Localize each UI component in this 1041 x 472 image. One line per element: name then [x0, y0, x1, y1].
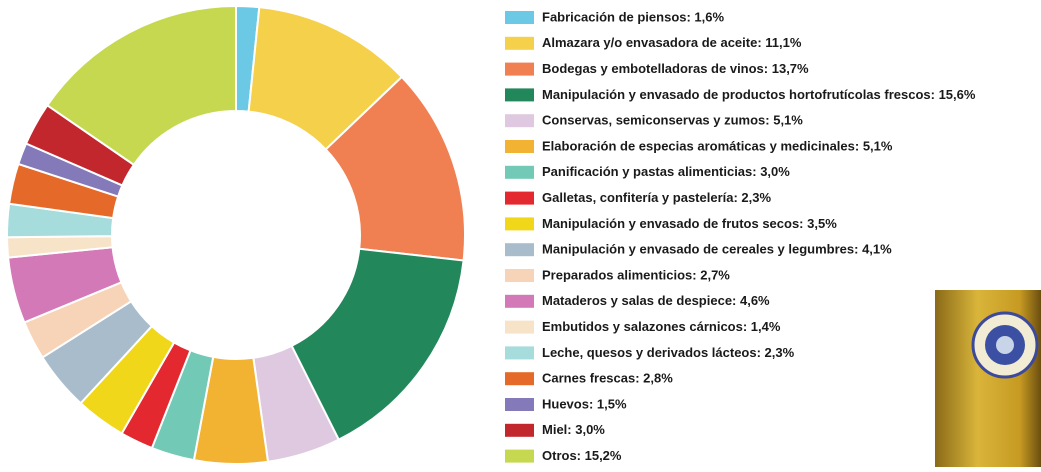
- legend-swatch: [505, 450, 534, 463]
- legend-swatch: [505, 11, 534, 24]
- legend-swatch: [505, 269, 534, 282]
- legend-label: Galletas, confitería y pastelería: 2,3%: [542, 190, 771, 205]
- legend-swatch: [505, 88, 534, 101]
- legend-swatch: [505, 192, 534, 205]
- legend-swatch: [505, 166, 534, 179]
- legend-label: Manipulación y envasado de productos hor…: [542, 87, 976, 102]
- legend-label: Manipulación y envasado de frutos secos:…: [542, 216, 837, 231]
- legend-label: Bodegas y embotelladoras de vinos: 13,7%: [542, 61, 809, 76]
- legend-label: Panificación y pastas alimenticias: 3,0%: [542, 164, 790, 179]
- legend-label: Preparados alimenticios: 2,7%: [542, 267, 730, 282]
- legend-label: Otros: 15,2%: [542, 448, 622, 463]
- chart: Fabricación de piensos: 1,6% Almazara y/o…: [0, 0, 1041, 467]
- legend-label: Huevos: 1,5%: [542, 396, 627, 411]
- legend-label: Elaboración de especias aromáticas y med…: [542, 138, 893, 153]
- legend-swatch: [505, 372, 534, 385]
- legend-swatch: [505, 295, 534, 308]
- photo: [935, 290, 1041, 467]
- legend-label: Almazara y/o envasadora de aceite: 11,1%: [542, 35, 802, 50]
- legend-label: Miel: 3,0%: [542, 422, 605, 437]
- legend-swatch: [505, 140, 534, 153]
- legend-swatch: [505, 114, 534, 127]
- legend-label: Mataderos y salas de despiece: 4,6%: [542, 293, 770, 308]
- legend-label: Conservas, semiconservas y zumos: 5,1%: [542, 113, 803, 128]
- legend-label: Leche, quesos y derivados lácteos: 2,3%: [542, 345, 795, 360]
- legend-label: Manipulación y envasado de cereales y le…: [542, 242, 892, 257]
- legend-label: Embutidos y salazones cárnicos: 1,4%: [542, 319, 781, 334]
- legend-swatch: [505, 346, 534, 359]
- legend-swatch: [505, 424, 534, 437]
- legend-swatch: [505, 63, 534, 76]
- legend-swatch: [505, 37, 534, 50]
- legend-label: Carnes frescas: 2,8%: [542, 371, 673, 386]
- legend-swatch: [505, 217, 534, 230]
- legend-swatch: [505, 321, 534, 334]
- legend-label: Fabricación de piensos: 1,6%: [542, 9, 724, 24]
- legend-swatch: [505, 398, 534, 411]
- legend-swatch: [505, 243, 534, 256]
